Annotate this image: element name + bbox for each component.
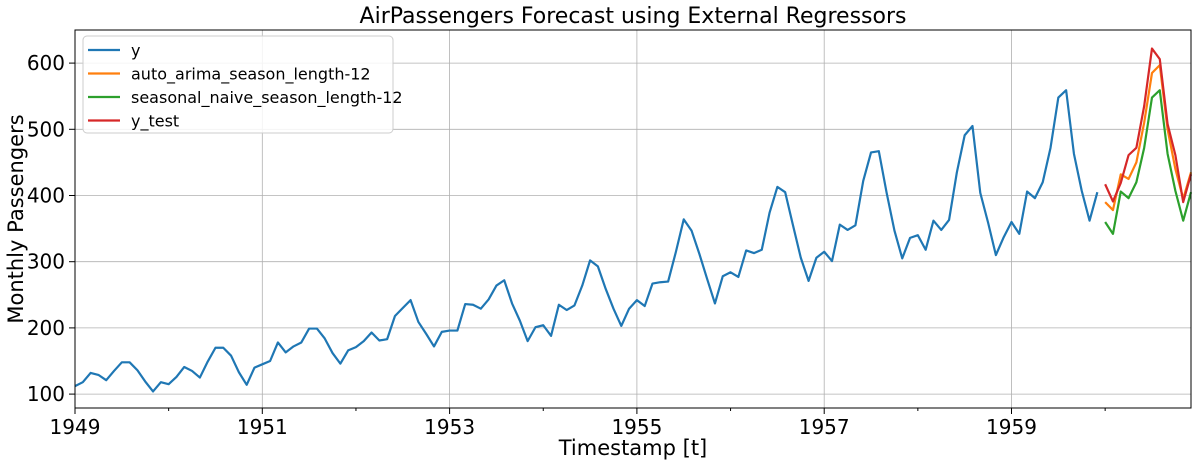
y-tick-label: 200 [27, 316, 65, 340]
series-line-y_test [1104, 47, 1193, 204]
y-tick-label: 100 [27, 382, 65, 406]
x-tick-label: 1951 [237, 415, 288, 439]
series-line-seasonal_naive_season_length-12 [1104, 89, 1193, 235]
legend-label: y [131, 41, 140, 60]
legend-label: auto_arima_season_length-12 [131, 65, 371, 85]
axis-ticks: 1949 1951 1953 1955 1957 1959 100 200 300 400 500 6… [27, 51, 1106, 439]
series-lines [74, 47, 1193, 393]
x-tick-label: 1953 [424, 415, 475, 439]
y-axis-label: Monthly Passengers [4, 114, 28, 323]
x-axis-label: Timestamp [t] [558, 436, 708, 460]
x-tick-label: 1955 [611, 415, 662, 439]
legend-label: seasonal_naive_season_length-12 [131, 88, 403, 108]
y-tick-label: 600 [27, 51, 65, 75]
legend-box [82, 35, 394, 134]
x-tick-label: 1957 [799, 415, 850, 439]
plot-area-frame [74, 29, 1192, 409]
y-tick-label: 300 [27, 250, 65, 274]
y-tick-label: 500 [27, 117, 65, 141]
series-line-auto_arima_season_length-12 [1104, 63, 1193, 212]
chart-title: AirPassengers Forecast using External Re… [360, 4, 907, 29]
x-tick-label: 1959 [986, 415, 1037, 439]
y-tick-label: 400 [27, 183, 65, 207]
legend: y auto_arima_season_length-12 seasonal_nai… [82, 35, 403, 134]
x-tick-label: 1949 [50, 415, 101, 439]
series-line-y [74, 89, 1099, 393]
legend-label: y_test [131, 112, 179, 132]
